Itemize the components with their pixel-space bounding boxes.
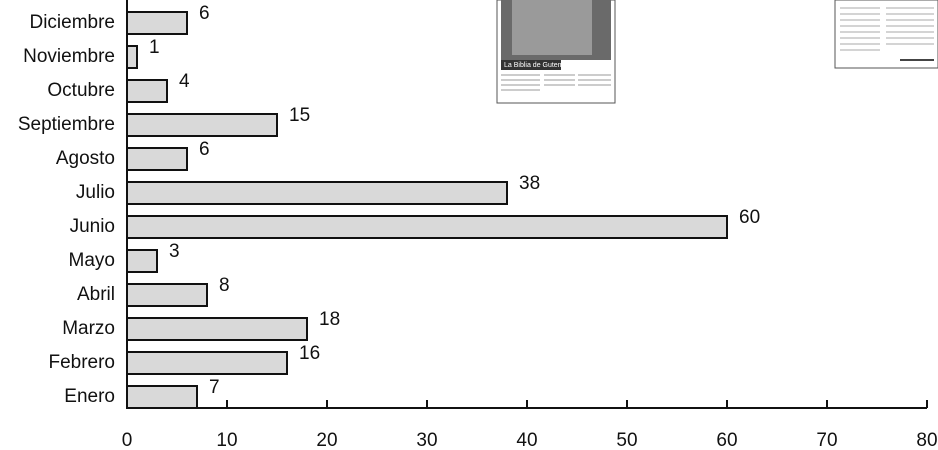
x-tick-label: 40: [516, 430, 537, 450]
x-tick-label: 30: [416, 430, 437, 450]
value-label: 16: [299, 343, 320, 364]
x-tick-label: 80: [916, 430, 937, 450]
x-tick-label: 70: [816, 430, 837, 450]
y-tick-label: Julio: [76, 182, 115, 203]
y-tick-label: Junio: [70, 216, 115, 237]
bar: [126, 283, 208, 307]
bar: [126, 45, 138, 69]
value-label: 8: [219, 275, 230, 296]
bar: [126, 147, 188, 171]
clipping-caption: La Biblia de Gutemberg: [504, 62, 578, 69]
value-label: 60: [739, 207, 760, 228]
bar: [126, 249, 158, 273]
bar: [126, 351, 288, 375]
bar: [126, 215, 728, 239]
newspaper-clipping: La Biblia de Gutemberg: [496, 0, 616, 104]
x-tick-label: 60: [716, 430, 737, 450]
y-tick-label: Octubre: [47, 80, 115, 101]
y-tick-label: Mayo: [69, 250, 115, 271]
x-tick-label: 10: [216, 430, 237, 450]
y-tick-label: Agosto: [56, 148, 115, 169]
x-tick-label: 0: [122, 430, 133, 450]
newspaper-clipping: [834, 0, 938, 69]
y-tick-label: Febrero: [48, 352, 115, 373]
value-label: 4: [179, 71, 190, 92]
bar: [126, 385, 198, 409]
value-label: 18: [319, 309, 340, 330]
value-label: 15: [289, 105, 310, 126]
bar: [126, 181, 508, 205]
y-tick-label: Noviembre: [23, 46, 115, 67]
value-label: 38: [519, 173, 540, 194]
y-tick-label: Marzo: [62, 318, 115, 339]
bar: [126, 11, 188, 35]
y-tick-label: Enero: [64, 386, 115, 407]
value-label: 3: [169, 241, 180, 262]
bar: [126, 317, 308, 341]
x-tick-label: 20: [316, 430, 337, 450]
x-tick-label: 50: [616, 430, 637, 450]
y-tick-label: Abril: [77, 284, 115, 305]
bar: [126, 79, 168, 103]
y-tick-label: Septiembre: [18, 114, 115, 135]
value-label: 1: [149, 37, 160, 58]
y-tick-label: Diciembre: [29, 12, 115, 33]
value-label: 6: [199, 139, 210, 160]
value-label: 6: [199, 3, 210, 24]
value-label: 7: [209, 377, 220, 398]
bar: [126, 113, 278, 137]
